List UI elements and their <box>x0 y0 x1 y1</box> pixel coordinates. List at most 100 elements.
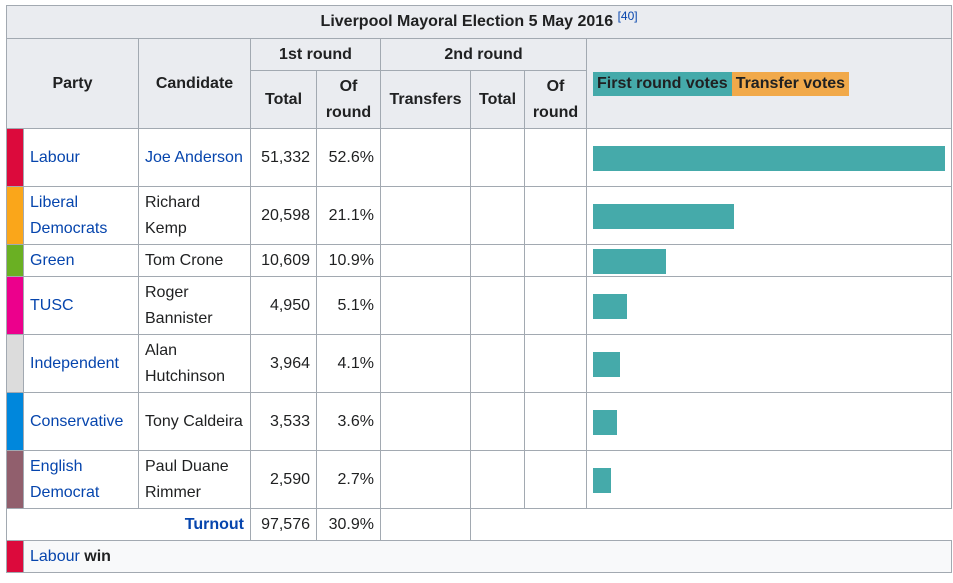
party-link[interactable]: Labour <box>30 148 80 166</box>
party-color-swatch <box>6 186 24 245</box>
candidate-cell: Paul Duane Rimmer <box>138 450 251 509</box>
party-cell: English Democrat <box>23 450 139 509</box>
vote-total: 2,590 <box>250 450 317 509</box>
legend-transfer: Transfer votes <box>731 71 850 96</box>
header-round2: 2nd round <box>380 38 587 71</box>
round2-percent-cell <box>524 244 587 277</box>
transfers-cell <box>380 244 471 277</box>
first-round-vote-bar <box>593 293 628 319</box>
vote-percent: 3.6% <box>316 392 381 451</box>
vote-percent: 5.1% <box>316 276 381 335</box>
first-round-vote-bar <box>593 409 618 435</box>
party-color-swatch <box>6 128 24 187</box>
vote-total: 3,533 <box>250 392 317 451</box>
first-round-vote-bar <box>593 145 946 171</box>
turnout-label[interactable]: Turnout <box>6 508 251 541</box>
candidate-cell: Tom Crone <box>138 244 251 277</box>
legend-first-round: First round votes <box>593 71 732 96</box>
party-link[interactable]: Green <box>30 251 75 269</box>
candidate-cell: Richard Kemp <box>138 186 251 245</box>
party-link[interactable]: Independent <box>30 354 119 372</box>
vote-total: 4,950 <box>250 276 317 335</box>
party-link[interactable]: TUSC <box>30 296 74 314</box>
win-word: win <box>84 547 111 565</box>
candidate-cell: Joe Anderson <box>138 128 251 187</box>
bar-cell <box>585 276 953 335</box>
vote-percent: 4.1% <box>316 334 381 393</box>
candidate-cell: Roger Bannister <box>138 276 251 335</box>
table-row: English Democrat Paul Duane Rimmer 2,590 2.… <box>6 450 953 509</box>
header-party: Party <box>6 38 139 129</box>
candidate-name: Richard Kemp <box>145 193 201 237</box>
first-round-vote-bar <box>593 203 735 229</box>
first-round-vote-bar <box>593 248 666 274</box>
header-of-round-2: Of round <box>524 70 587 129</box>
vote-total: 20,598 <box>250 186 317 245</box>
turnout-total: 97,576 <box>250 508 317 541</box>
header-candidate: Candidate <box>138 38 251 129</box>
bar-cell <box>585 128 953 187</box>
candidate-name: Alan Hutchinson <box>145 341 226 385</box>
party-link[interactable]: English Democrat <box>30 457 100 501</box>
candidate-cell: Alan Hutchinson <box>138 334 251 393</box>
transfers-cell <box>380 186 471 245</box>
table-row: Independent Alan Hutchinson 3,964 4.1% <box>6 334 953 393</box>
table-row: Conservative Tony Caldeira 3,533 3.6% <box>6 392 953 451</box>
round2-percent-cell <box>524 392 587 451</box>
party-cell: Green <box>23 244 139 277</box>
transfers-cell <box>380 276 471 335</box>
vote-percent: 10.9% <box>316 244 381 277</box>
round2-total-cell <box>470 276 525 335</box>
party-color-swatch <box>6 334 24 393</box>
candidate-name: Roger Bannister <box>145 283 213 327</box>
header-transfers: Transfers <box>380 70 471 129</box>
round2-total-cell <box>470 186 525 245</box>
header-total-2: Total <box>470 70 525 129</box>
chart-legend: First round votes Transfer votes <box>585 38 953 129</box>
table-caption: Liverpool Mayoral Election 5 May 2016 [4… <box>5 5 953 39</box>
party-link[interactable]: Liberal Democrats <box>30 193 108 237</box>
vote-percent: 21.1% <box>316 186 381 245</box>
round2-total-cell <box>470 334 525 393</box>
party-cell: Conservative <box>23 392 139 451</box>
header-round1: 1st round <box>250 38 381 71</box>
transfers-cell <box>380 128 471 187</box>
table-row: TUSC Roger Bannister 4,950 5.1% <box>6 276 953 335</box>
bar-cell <box>585 334 953 393</box>
caption-title: Liverpool Mayoral Election 5 May 2016 <box>320 13 614 30</box>
vote-percent: 2.7% <box>316 450 381 509</box>
election-results-table: Liverpool Mayoral Election 5 May 2016 [4… <box>5 5 953 573</box>
round2-percent-cell <box>524 186 587 245</box>
header-of-round: Of round <box>316 70 381 129</box>
party-color-swatch <box>6 392 24 451</box>
party-color-swatch <box>6 276 24 335</box>
candidate-name: Tony Caldeira <box>145 412 243 430</box>
reference-link[interactable]: [40] <box>617 9 638 23</box>
vote-total: 10,609 <box>250 244 317 277</box>
round2-percent-cell <box>524 450 587 509</box>
results-body: Labour Joe Anderson 51,332 52.6% Liberal Dem… <box>6 128 953 509</box>
header-total: Total <box>250 70 317 129</box>
table-row: Green Tom Crone 10,609 10.9% <box>6 244 953 277</box>
table-row: Labour Joe Anderson 51,332 52.6% <box>6 128 953 187</box>
candidate-link[interactable]: Joe Anderson <box>145 148 243 166</box>
party-link[interactable]: Conservative <box>30 412 124 430</box>
round2-total-cell <box>470 392 525 451</box>
party-cell: Independent <box>23 334 139 393</box>
party-color-swatch <box>6 450 24 509</box>
win-party-link[interactable]: Labour <box>30 547 80 565</box>
party-cell: Liberal Democrats <box>23 186 139 245</box>
turnout-pct: 30.9% <box>316 508 381 541</box>
bar-cell <box>585 186 953 245</box>
round2-percent-cell <box>524 276 587 335</box>
round2-percent-cell <box>524 128 587 187</box>
party-color-swatch <box>6 244 24 277</box>
turnout-empty <box>380 508 471 541</box>
bar-cell <box>585 244 953 277</box>
round2-total-cell <box>470 450 525 509</box>
transfers-cell <box>380 334 471 393</box>
table-row: Liberal Democrats Richard Kemp 20,598 21.1% <box>6 186 953 245</box>
round2-total-cell <box>470 128 525 187</box>
candidate-name: Tom Crone <box>145 251 224 269</box>
candidate-cell: Tony Caldeira <box>138 392 251 451</box>
